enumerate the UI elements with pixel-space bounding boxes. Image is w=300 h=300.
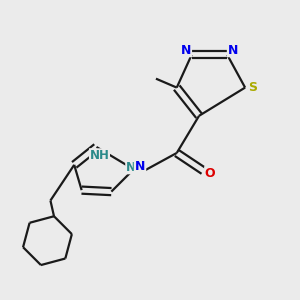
- Text: N: N: [134, 160, 145, 173]
- Text: NH: NH: [89, 149, 110, 162]
- Text: S: S: [248, 81, 257, 94]
- Text: NH: NH: [126, 161, 146, 174]
- Text: N: N: [227, 44, 238, 57]
- Text: O: O: [205, 167, 215, 180]
- Text: N: N: [181, 44, 191, 57]
